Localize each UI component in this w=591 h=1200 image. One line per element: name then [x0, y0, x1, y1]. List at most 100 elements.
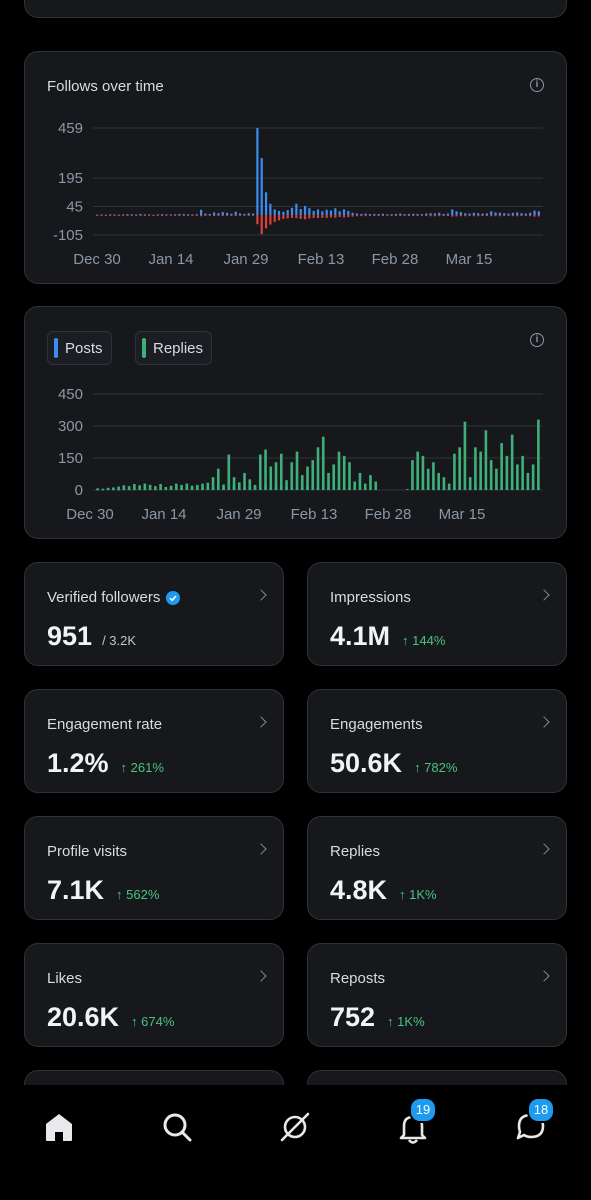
stat-card[interactable]: Engagements 50.6K ↑ 782%: [307, 689, 567, 793]
replies-bar: [190, 485, 194, 490]
series-bar: [472, 212, 475, 216]
stat-card[interactable]: Reposts 752 ↑ 1K%: [307, 943, 567, 1047]
stat-card[interactable]: Replies 4.8K ↑ 1K%: [307, 816, 567, 920]
series-bar: [225, 212, 229, 216]
tab-messages[interactable]: 18: [509, 1097, 555, 1149]
series-bar: [425, 215, 428, 217]
replies-bar: [196, 484, 199, 490]
series-bar: [416, 213, 419, 216]
series-bar: [386, 215, 389, 216]
stat-label-text: Verified followers: [47, 589, 161, 606]
posts-swatch: [54, 338, 58, 358]
legend-posts[interactable]: Posts: [47, 331, 112, 365]
series-bar: [208, 215, 211, 216]
tab-grok[interactable]: [273, 1105, 317, 1149]
stat-card[interactable]: Likes 20.6K ↑ 674%: [24, 943, 284, 1047]
series-bar: [503, 213, 506, 216]
stat-value: 1.2%: [47, 748, 109, 778]
series-bar: [303, 205, 307, 216]
series-bar: [468, 215, 471, 217]
stat-card[interactable]: Profile visits 7.1K ↑ 562%: [24, 816, 284, 920]
series-bar: [481, 215, 484, 217]
replies-bar: [206, 482, 210, 490]
info-icon[interactable]: i: [530, 333, 544, 347]
series-bar: [459, 212, 462, 216]
info-icon[interactable]: i: [530, 78, 544, 92]
series-bar: [290, 207, 294, 216]
stat-delta: ↑ 1K%: [399, 887, 437, 902]
tab-search[interactable]: [155, 1105, 199, 1149]
series-bar: [490, 211, 493, 216]
series-bar: [412, 213, 415, 216]
series-bar: [468, 213, 471, 216]
series-bar: [394, 213, 398, 216]
series-bar: [251, 213, 255, 216]
series-bar: [334, 215, 337, 218]
series-bar: [325, 209, 328, 216]
series-bar: [135, 214, 138, 216]
series-bar: [364, 213, 367, 216]
replies-bar: [133, 484, 136, 490]
x-tick-label: Feb 13: [291, 506, 338, 523]
series-bar: [403, 215, 406, 216]
series-bar: [204, 213, 207, 216]
series-bar: [507, 213, 510, 216]
legend-replies[interactable]: Replies: [135, 331, 213, 365]
series-bar: [126, 214, 129, 216]
stat-label: Profile visits: [47, 843, 127, 860]
series-bar: [511, 215, 514, 217]
replies-bar: [458, 447, 461, 490]
series-bar: [100, 215, 103, 216]
series-bar: [234, 211, 237, 216]
stat-delta: ↑ 674%: [131, 1014, 175, 1029]
series-bar: [485, 215, 488, 217]
series-bar: [394, 215, 398, 217]
verified-badge-icon: [166, 590, 181, 605]
series-bar: [524, 215, 527, 217]
replies-bar: [169, 485, 173, 490]
replies-bar: [321, 436, 325, 490]
series-bar: [325, 215, 328, 218]
x-tick-label: Dec 30: [66, 506, 114, 523]
stat-label: Replies: [330, 843, 380, 860]
series-bar: [100, 214, 103, 216]
x-tick-label: Mar 15: [446, 251, 493, 268]
series-bar: [351, 215, 354, 217]
series-bar: [416, 215, 419, 217]
x-tick-label: Jan 14: [141, 506, 186, 523]
series-bar: [355, 213, 359, 216]
replies-bar: [290, 462, 294, 490]
stat-card[interactable]: Engagement rate 1.2% ↑ 261%: [24, 689, 284, 793]
series-bar: [282, 215, 285, 219]
stat-label-text: Profile visits: [47, 843, 128, 860]
replies-bar: [285, 480, 288, 490]
stat-card[interactable]: Verified followers 951 / 3.2K: [24, 562, 284, 666]
series-bar: [195, 215, 198, 216]
series-bar: [420, 215, 424, 216]
replies-bar: [122, 485, 126, 490]
series-bar: [312, 215, 315, 218]
stat-value-row: 752 ↑ 1K%: [330, 1002, 425, 1033]
series-bar: [122, 215, 125, 216]
series-bar: [390, 215, 393, 216]
series-bar: [537, 211, 540, 216]
tab-home[interactable]: [37, 1105, 81, 1149]
series-bar: [109, 214, 112, 216]
series-bar: [273, 215, 276, 222]
stat-label: Impressions: [330, 589, 411, 606]
series-bar: [368, 214, 372, 216]
replies-bar: [369, 475, 372, 490]
series-bar: [295, 203, 298, 216]
stat-card[interactable]: Impressions 4.1M ↑ 144%: [307, 562, 567, 666]
stat-label: Likes: [47, 970, 82, 987]
series-bar: [113, 214, 116, 216]
replies-bar: [447, 483, 451, 490]
series-bar: [117, 215, 120, 216]
tab-notifications[interactable]: 19: [391, 1097, 437, 1149]
stat-value: 50.6K: [330, 748, 403, 778]
replies-bar: [421, 455, 425, 490]
replies-bar: [432, 462, 435, 490]
replies-bar: [175, 483, 178, 490]
series-bar: [494, 215, 497, 217]
